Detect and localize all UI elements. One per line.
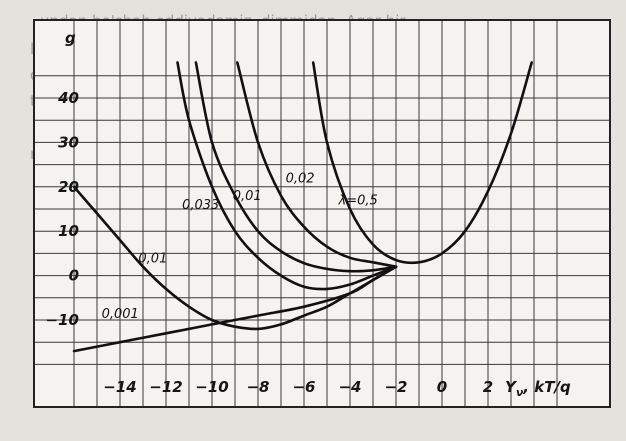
curve-series-5 <box>72 265 398 353</box>
x-tick-label: −8 <box>246 378 269 396</box>
y-axis-label: g <box>65 29 76 47</box>
curve-label-1: 0,02 <box>286 171 315 186</box>
curve-label-4: 0,01 <box>138 251 167 266</box>
y-tick-label: 40 <box>57 89 79 107</box>
curve-label-0: λ=0,5 <box>338 194 378 209</box>
x-tick-label: −2 <box>384 378 407 396</box>
grid <box>35 21 609 406</box>
curve-series-4 <box>72 185 398 331</box>
y-tick-label: −10 <box>46 311 79 329</box>
curve-series-0 <box>311 61 533 265</box>
x-tick-label: −10 <box>195 378 228 396</box>
y-tick-label: 10 <box>58 222 79 240</box>
y-tick-label: 20 <box>58 178 79 196</box>
y-tick-label: 0 <box>69 267 79 285</box>
x-axis-label: Yν, kT/q <box>505 378 571 399</box>
curve-label-2: 0,01 <box>233 189 262 204</box>
x-tick-label: −6 <box>292 378 315 396</box>
x-tick-labels: −14 −12 −10 −8 −6 −4 −2 0 2 <box>103 378 493 396</box>
curve-series-3 <box>176 61 398 291</box>
curve-label-5: 0,001 <box>102 307 139 322</box>
x-tick-label: −12 <box>149 378 182 396</box>
curves <box>72 61 533 353</box>
y-tick-label: 30 <box>58 133 79 151</box>
curve-series-2 <box>194 61 398 273</box>
x-tick-label: −4 <box>338 378 361 396</box>
curve-labels: λ=0,5 0,02 0,01 0,033 0,01 0,001 <box>102 171 378 321</box>
x-tick-label: 0 <box>437 378 447 396</box>
x-tick-label: −14 <box>103 378 136 396</box>
x-tick-label: 2 <box>483 378 493 396</box>
y-tick-labels: 40 30 20 10 0 −10 <box>46 89 79 329</box>
curve-series-1 <box>236 61 398 268</box>
curve-label-3: 0,033 <box>182 198 219 213</box>
